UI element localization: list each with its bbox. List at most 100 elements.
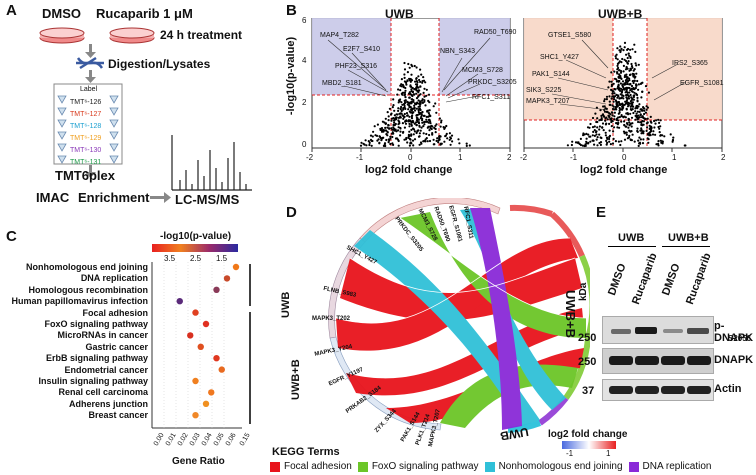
xtick: 0.03 xyxy=(188,432,202,448)
volcano-point xyxy=(595,130,598,133)
volcano-point xyxy=(613,92,616,95)
ms-spectrum-icon xyxy=(171,135,252,191)
volcano-point xyxy=(408,144,411,147)
volcano-point xyxy=(657,125,660,129)
volcano-point xyxy=(611,114,614,117)
dotplot-dot xyxy=(208,389,215,396)
volcano-point xyxy=(369,138,373,141)
volcano-uwb-label-nbn: NBN_S343 xyxy=(440,48,476,55)
volcano-point xyxy=(610,71,613,74)
volcano-point xyxy=(633,43,636,46)
volcano-point xyxy=(625,66,628,69)
volcano-point xyxy=(610,85,613,88)
volcano-point xyxy=(415,119,418,122)
volcano-point xyxy=(405,119,408,122)
volcano-point xyxy=(625,101,629,104)
volcano-point xyxy=(615,78,618,81)
tmt-label-127: TMT⁶-127 xyxy=(70,111,102,118)
volcano-point xyxy=(634,114,637,117)
volcano-point xyxy=(657,144,660,147)
volcano-point xyxy=(616,58,619,61)
volcano-point xyxy=(598,128,601,131)
volcano-point xyxy=(603,100,606,103)
volcano-point xyxy=(373,125,376,128)
volcano-point xyxy=(603,105,606,108)
volcano-point xyxy=(652,130,655,133)
volcano-uwb-title: UWB xyxy=(385,7,414,21)
volcano-point xyxy=(593,125,596,128)
volcano-point xyxy=(417,89,420,92)
volcano-point xyxy=(625,133,628,136)
volcano-point xyxy=(400,78,403,81)
volcano-point xyxy=(425,94,428,97)
volcano-point xyxy=(433,126,436,129)
volcano-uwbb-xlabel: log2 fold change xyxy=(580,164,668,176)
volcano-point xyxy=(410,73,413,76)
volcano-point xyxy=(623,123,626,127)
volcano-point xyxy=(423,114,426,117)
ytick: 0 xyxy=(302,140,307,149)
volcano-point xyxy=(399,130,402,133)
volcano-point xyxy=(616,62,619,65)
volcano-point xyxy=(427,99,430,102)
volcano-point xyxy=(417,75,420,78)
volcano-point xyxy=(623,58,626,61)
volcano-point xyxy=(434,131,437,134)
volcano-point xyxy=(631,108,634,111)
volcano-point xyxy=(637,88,640,91)
volcano-point xyxy=(618,74,621,77)
volcano-point xyxy=(399,126,402,130)
volcano-point xyxy=(615,93,618,96)
volcano-point xyxy=(397,126,400,129)
dotplot-term: Human papillomavirus infection xyxy=(11,296,148,307)
volcano-point xyxy=(617,83,620,86)
volcano-point xyxy=(607,86,610,89)
volcano-point xyxy=(626,93,629,96)
volcano-point xyxy=(594,112,597,115)
volcano-point xyxy=(591,116,595,120)
volcano-point xyxy=(620,47,623,50)
volcano-point xyxy=(369,134,373,137)
volcano-point xyxy=(663,135,666,138)
volcano-point xyxy=(420,73,423,76)
xtick: 0.04 xyxy=(200,432,214,448)
volcano-point xyxy=(386,131,389,134)
volcano-yticks: 6 4 2 0 xyxy=(302,16,312,149)
volcano-point xyxy=(609,143,612,146)
volcano-point xyxy=(425,132,428,136)
volcano-point xyxy=(570,143,573,147)
volcano-point xyxy=(417,121,420,124)
volcano-uwb-label-mbd2: MBD2_S181 xyxy=(322,80,362,87)
volcano-point xyxy=(391,117,394,120)
dotplot-legend-tick: 3.5 xyxy=(164,254,176,263)
volcano-point xyxy=(683,144,686,147)
volcano-point xyxy=(646,117,649,120)
volcano-point xyxy=(410,123,413,126)
tmt-label-list: TMT⁶-126 TMT⁶-127 TMT⁶-128 TMT⁶-129 TMT⁶… xyxy=(70,97,101,169)
volcano-point xyxy=(399,108,402,111)
volcano-point xyxy=(422,76,425,79)
volcano-point xyxy=(392,104,395,107)
volcano-point xyxy=(359,144,363,147)
xtick: 0 xyxy=(408,153,413,162)
volcano-uwbb-label-shc1: SHC1_Y427 xyxy=(540,54,579,61)
volcano-point xyxy=(404,107,407,110)
volcano-point xyxy=(617,112,620,115)
blot-bracket-uwb xyxy=(608,246,656,247)
volcano-point xyxy=(423,123,426,126)
volcano-point xyxy=(411,139,415,142)
volcano-point xyxy=(640,121,643,124)
label-rucaparib: Rucaparib 1 μM xyxy=(96,6,193,21)
blot-group-uwb: UWB xyxy=(618,232,645,244)
volcano-point xyxy=(636,127,639,130)
volcano-point xyxy=(596,120,599,124)
blot-marker-37: 37 xyxy=(582,385,595,397)
volcano-point xyxy=(393,114,396,117)
volcano-point xyxy=(411,107,414,110)
dotplot-term: Focal adhesion xyxy=(82,307,148,318)
volcano-point xyxy=(386,134,389,137)
volcano-point xyxy=(637,114,640,117)
volcano-point xyxy=(400,83,403,86)
volcano-point xyxy=(397,101,400,104)
kegg-swatch-dna xyxy=(628,461,639,472)
